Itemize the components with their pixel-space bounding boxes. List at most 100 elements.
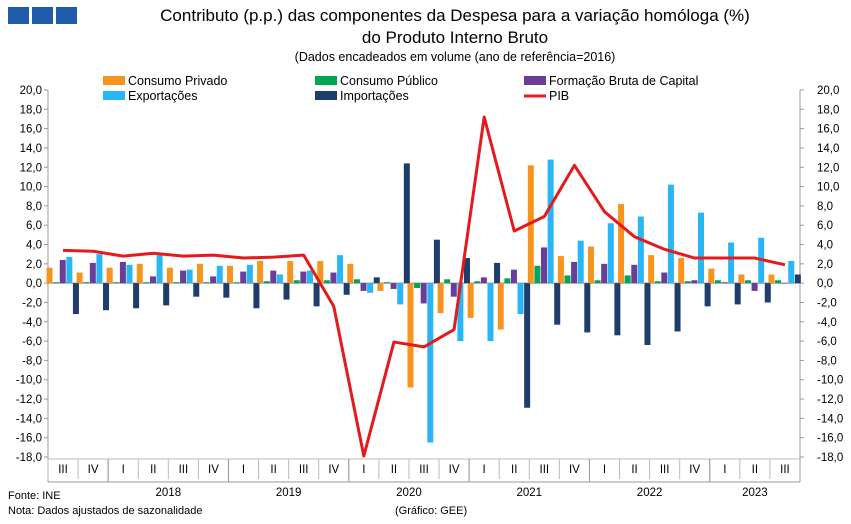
bar-exportacoes [577,240,584,284]
bar-importacoes [794,274,801,284]
bar-exportacoes [156,255,163,284]
bar-consumo-publico [474,281,481,284]
bar-fbc [721,282,728,284]
bar-importacoes [103,283,110,311]
bar-exportacoes [728,242,735,284]
bar-consumo-publico [744,280,751,284]
y-tick-label-right: 4,0 [817,240,833,252]
bar-fbc [751,283,758,291]
legend-swatch-exportacoes [103,91,125,100]
chart-title-line1: Contributo (p.p.) das componentes da Des… [160,6,750,25]
x-tick-label-quarter: II [511,464,517,476]
chart-subtitle: (Dados encadeados em volume (ano de refe… [294,50,616,64]
bar-consumo-publico [143,282,150,284]
bar-exportacoes [367,283,374,293]
bar-consumo-privado [227,265,234,284]
x-tick-label-quarter: II [752,464,758,476]
x-tick-label-quarter: III [58,464,68,476]
y-tick-label-left: 16,0 [20,124,42,136]
bar-exportacoes [246,264,253,284]
x-tick-label-quarter: III [660,464,670,476]
bar-consumo-publico [384,282,391,284]
gee-logo [8,7,77,24]
bar-importacoes [554,283,561,325]
y-tick-label-right: -12,0 [817,394,843,406]
y-tick-label-left: -12,0 [16,394,42,406]
legend-swatch-importacoes [315,91,337,100]
bar-exportacoes [698,212,705,284]
y-tick-label-right: -16,0 [817,433,843,445]
bar-importacoes [72,283,79,315]
bar-exportacoes [667,184,674,284]
bar-exportacoes [126,264,133,284]
y-tick-label-left: -8,0 [22,355,42,367]
legend-label: Formação Bruta de Capital [549,74,698,88]
bar-consumo-publico [714,280,721,284]
bar-importacoes [734,283,741,305]
y-tick-label-right: 10,0 [817,182,839,194]
y-tick-label-left: -6,0 [22,336,42,348]
bar-consumo-publico [113,282,120,284]
x-tick-label-quarter: I [122,464,125,476]
x-tick-label-year: 2019 [276,487,302,499]
bar-fbc [59,259,66,284]
y-tick-label-left: -10,0 [16,375,42,387]
bar-consumo-privado [678,258,685,284]
bar-importacoes [494,262,501,284]
y-tick-label-left: 18,0 [20,104,42,116]
bar-fbc [300,271,307,284]
bar-importacoes [463,258,470,284]
bar-importacoes [614,283,621,336]
bar-consumo-privado [407,283,414,388]
y-tick-label-left: -16,0 [16,433,42,445]
bar-consumo-publico [414,283,421,288]
y-tick-label-left: -2,0 [22,297,42,309]
bar-fbc [210,276,217,284]
x-tick-label-quarter: IV [208,464,219,476]
bar-importacoes [223,283,230,298]
y-tick-label-right: 0,0 [817,278,833,290]
x-tick-label-quarter: IV [328,464,339,476]
chart-title-line2: do Produto Interno Bruto [361,28,549,47]
logo-square-2 [32,7,53,24]
y-tick-label-left: -14,0 [16,413,42,425]
bar-importacoes [283,283,290,300]
bar-consumo-privado [76,272,83,284]
bar-exportacoes [306,270,313,284]
bar-importacoes [313,283,320,307]
chart-credit: (Gráfico: GEE) [395,505,468,517]
bar-exportacoes [66,257,73,284]
bar-exportacoes [216,265,223,284]
bar-fbc [781,283,788,284]
bar-fbc [119,261,126,284]
bar-consumo-publico [353,279,360,284]
logo-square-3 [56,7,77,24]
x-tick-label-year: 2023 [742,487,768,499]
bar-fbc [420,283,427,304]
bar-consumo-privado [467,283,474,318]
bar-exportacoes [637,216,644,284]
x-tick-label-quarter: I [362,464,365,476]
y-tick-label-left: 12,0 [20,162,42,174]
x-tick-label-quarter: IV [449,464,460,476]
x-tick-label-quarter: IV [569,464,580,476]
bar-fbc [180,270,187,284]
y-tick-label-right: 18,0 [817,104,839,116]
x-tick-label-quarter: II [270,464,276,476]
x-tick-label-quarter: I [242,464,245,476]
bar-importacoes [704,283,711,307]
bar-importacoes [133,283,140,309]
bar-importacoes [524,283,531,408]
bar-consumo-privado [46,267,53,284]
bar-exportacoes [397,283,404,305]
bar-consumo-privado [738,274,745,284]
bar-consumo-publico [654,281,661,284]
bar-importacoes [193,283,200,297]
bar-consumo-publico [564,275,571,284]
bar-exportacoes [337,255,344,284]
bar-consumo-privado [136,263,143,284]
bar-fbc [510,269,517,284]
x-tick-label-quarter: II [631,464,637,476]
bar-exportacoes [427,283,434,443]
logo-square-1 [8,7,29,24]
